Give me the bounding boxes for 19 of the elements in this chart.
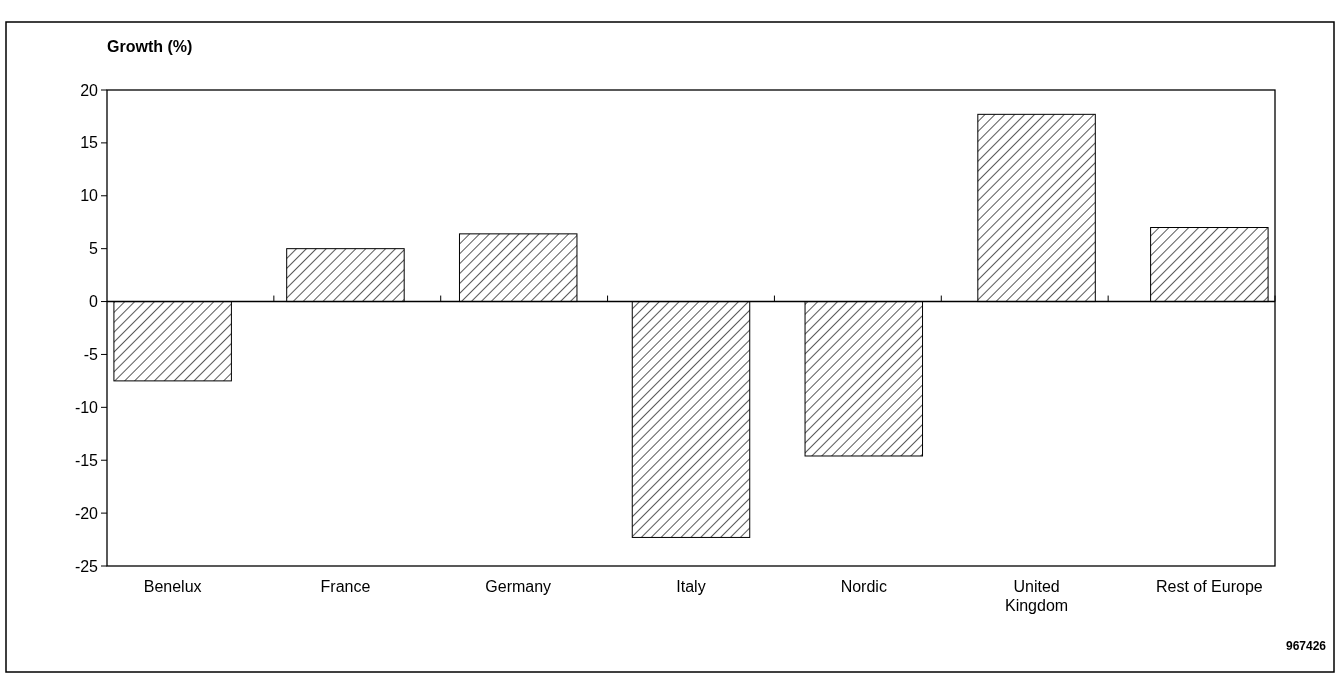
x-tick-label: France <box>320 578 371 595</box>
y-tick-label: -5 <box>83 346 99 364</box>
y-tick-label: 10 <box>80 187 99 205</box>
y-axis-title: Growth (%) <box>107 38 193 55</box>
x-tick-label: Nordic <box>840 578 887 595</box>
text: 967426 <box>1285 639 1327 653</box>
y-tick-label: -25 <box>74 557 99 575</box>
x-tick-label: Rest of Europe <box>1155 578 1263 595</box>
y-tick-label: -20 <box>74 504 99 522</box>
x-tick-label: Italy <box>676 578 706 595</box>
x-tick-label: Germany <box>485 578 552 595</box>
x-tick-label: Benelux <box>143 578 202 595</box>
y-tick-label: 20 <box>80 81 99 99</box>
x-tick-label: United Kingdom <box>1004 578 1069 614</box>
y-tick-label: 5 <box>89 240 99 258</box>
y-tick-label: -10 <box>74 398 99 416</box>
y-tick-label: 15 <box>80 134 99 152</box>
y-tick-label: -15 <box>74 451 99 469</box>
y-tick-label: 0 <box>89 293 99 311</box>
